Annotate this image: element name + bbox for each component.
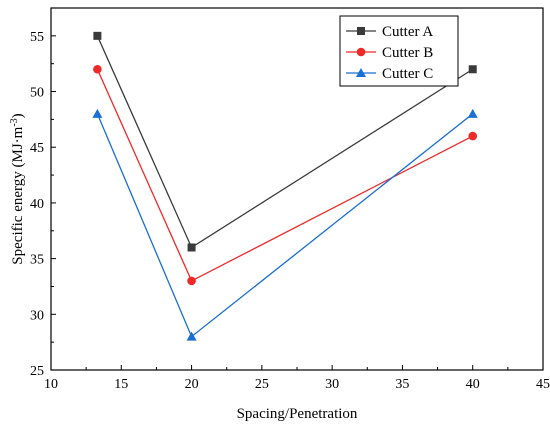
- data-point: [468, 131, 478, 141]
- legend-label: Cutter B: [382, 45, 433, 61]
- series-cutter-a: [93, 31, 477, 252]
- y-tick-label: 40: [30, 197, 44, 212]
- x-tick-label: 45: [536, 377, 550, 392]
- series-line: [96, 113, 474, 338]
- series-cutter-c: [92, 108, 478, 341]
- x-tick-label: 15: [114, 377, 128, 392]
- legend-item: Cutter C: [346, 66, 433, 82]
- x-tick-label: 30: [325, 377, 339, 392]
- x-tick-label: 20: [185, 377, 199, 392]
- data-point: [468, 65, 477, 74]
- legend-item: Cutter A: [346, 24, 433, 40]
- legend-label: Cutter A: [382, 24, 433, 40]
- y-tick-label: 35: [30, 253, 44, 268]
- y-axis-title-superscript: -3: [9, 118, 20, 126]
- series-cutter-b: [93, 64, 478, 286]
- data-point: [92, 108, 103, 118]
- y-tick-label: 55: [30, 30, 44, 45]
- data-point: [187, 276, 196, 286]
- y-axis-title: Specific energy (MJ·m-3): [9, 113, 27, 264]
- y-axis-title-main: Specific energy (MJ·m: [10, 126, 26, 264]
- y-tick-label: 45: [30, 141, 44, 156]
- series-group: [92, 31, 478, 341]
- legend-item: Cutter B: [346, 45, 433, 61]
- data-point: [186, 331, 197, 341]
- legend-marker: [356, 47, 366, 57]
- y-tick-label: 30: [30, 308, 44, 323]
- data-point: [93, 64, 102, 74]
- legend-marker: [356, 68, 366, 77]
- data-point: [187, 243, 196, 252]
- x-tick-label: 25: [255, 377, 269, 392]
- legend-marker: [357, 27, 365, 35]
- y-axis-title-close: ): [10, 113, 26, 118]
- data-point: [467, 108, 478, 118]
- x-tick-label: 40: [466, 377, 480, 392]
- y-tick-label: 50: [30, 86, 44, 101]
- legend-label: Cutter C: [382, 66, 433, 82]
- x-tick-label: 35: [395, 377, 409, 392]
- legend: Cutter A Cutter B Cutter C: [339, 15, 459, 87]
- x-tick-label: 10: [44, 377, 58, 392]
- x-axis-ticks: 10 15 20 25 30 35 40 45: [44, 365, 550, 392]
- y-axis-ticks: 25 30 35 40 45 50 55: [30, 30, 56, 379]
- axes-frame: [50, 7, 544, 371]
- series-line: [96, 68, 474, 282]
- x-axis-title: Spacing/Penetration: [237, 406, 358, 422]
- y-tick-label: 25: [30, 364, 44, 379]
- plot-frame: [50, 7, 544, 371]
- data-point: [93, 31, 102, 40]
